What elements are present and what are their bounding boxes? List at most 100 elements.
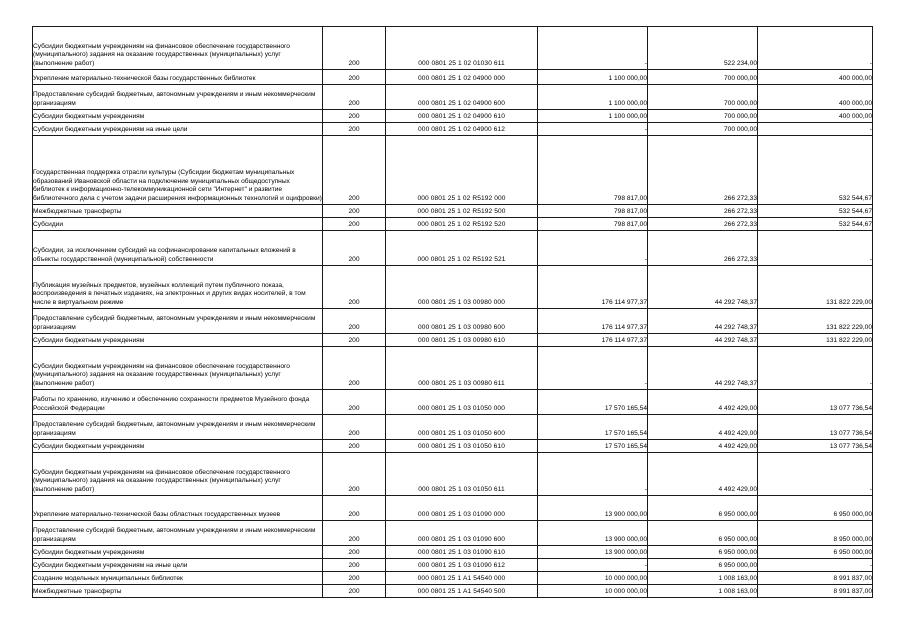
cell-budget-classification-code: 000 0801 25 1 02 R5192 500 (385, 204, 538, 218)
cell-indicator-name: Укрепление материально-технической базы … (32, 69, 323, 85)
cell-row-code: 200 (322, 217, 386, 231)
cell-budget-classification-code: 000 0801 25 1 03 01050 000 (385, 389, 538, 415)
cell-row-code: 200 (322, 545, 386, 559)
table-row: Субсидии бюджетным учреждениям на иные ц… (32, 558, 873, 572)
cell-executed-amount: 266 272,33 (647, 217, 758, 231)
cell-unexecuted-appropriations: 6 950 000,00 (757, 495, 873, 521)
cell-unexecuted-appropriations: - (757, 452, 873, 496)
cell-approved-appropriations: 10 000 000,00 (537, 584, 648, 598)
cell-executed-amount: 44 292 748,37 (647, 346, 758, 390)
cell-approved-appropriations: 13 900 000,00 (537, 495, 648, 521)
table-row: Субсидии 200 000 0801 25 1 02 R5192 520 798… (32, 217, 873, 231)
cell-budget-classification-code: 000 0801 25 1 02 04900 600 (385, 84, 538, 110)
cell-unexecuted-appropriations: 532 544,67 (757, 135, 873, 205)
cell-unexecuted-appropriations: - (757, 558, 873, 572)
table-row: Укрепление материально-технической базы … (32, 495, 873, 521)
cell-indicator-name: Укрепление материально-технической базы … (32, 495, 323, 521)
cell-budget-classification-code: 000 0801 25 1 А1 54540 500 (385, 584, 538, 598)
cell-row-code: 200 (322, 520, 386, 546)
cell-indicator-name: Субсидии бюджетным учреждениям (32, 439, 323, 453)
cell-approved-appropriations: - (537, 346, 648, 390)
cell-executed-amount: 6 950 000,00 (647, 545, 758, 559)
cell-budget-classification-code: 000 0801 25 1 02 R5192 000 (385, 135, 538, 205)
cell-row-code: 200 (322, 230, 386, 266)
cell-indicator-name: Создание модельных муниципальных библиот… (32, 571, 323, 585)
cell-row-code: 200 (322, 69, 386, 85)
cell-approved-appropriations: 176 114 977,37 (537, 333, 648, 347)
cell-executed-amount: 700 000,00 (647, 109, 758, 123)
cell-indicator-name: Межбюджетные трансферты (32, 584, 323, 598)
cell-unexecuted-appropriations: - (757, 346, 873, 390)
table-row: Субсидии бюджетным учреждениям на финанс… (32, 346, 873, 390)
cell-unexecuted-appropriations: 8 991 837,00 (757, 571, 873, 585)
cell-approved-appropriations: 1 100 000,00 (537, 109, 648, 123)
cell-row-code: 200 (322, 414, 386, 440)
cell-indicator-name: Субсидии бюджетным учреждениям (32, 545, 323, 559)
cell-executed-amount: 4 492 429,00 (647, 439, 758, 453)
cell-executed-amount: 6 950 000,00 (647, 558, 758, 572)
cell-executed-amount: 4 492 429,00 (647, 414, 758, 440)
cell-unexecuted-appropriations: - (757, 122, 873, 136)
cell-approved-appropriations: 1 100 000,00 (537, 69, 648, 85)
budget-table: Субсидии бюджетным учреждениям на финанс… (32, 26, 873, 598)
cell-budget-classification-code: 000 0801 25 1 03 00980 610 (385, 333, 538, 347)
cell-approved-appropriations: 176 114 977,37 (537, 308, 648, 334)
cell-approved-appropriations: - (537, 558, 648, 572)
cell-executed-amount: 4 492 429,00 (647, 389, 758, 415)
cell-row-code: 200 (322, 558, 386, 572)
cell-unexecuted-appropriations: 13 077 736,54 (757, 389, 873, 415)
cell-executed-amount: 266 272,33 (647, 135, 758, 205)
cell-unexecuted-appropriations: 13 077 736,54 (757, 414, 873, 440)
cell-budget-classification-code: 000 0801 25 1 03 00980 000 (385, 265, 538, 309)
cell-indicator-name: Субсидии бюджетным учреждениям на финанс… (32, 452, 323, 496)
cell-budget-classification-code: 000 0801 25 1 02 R5192 520 (385, 217, 538, 231)
cell-unexecuted-appropriations: 13 077 736,54 (757, 439, 873, 453)
cell-budget-classification-code: 000 0801 25 1 03 01090 612 (385, 558, 538, 572)
cell-unexecuted-appropriations: 532 544,67 (757, 204, 873, 218)
cell-approved-appropriations: 17 570 165,54 (537, 414, 648, 440)
cell-budget-classification-code: 000 0801 25 1 А1 54540 000 (385, 571, 538, 585)
table-row: Создание модельных муниципальных библиот… (32, 571, 873, 585)
cell-row-code: 200 (322, 389, 386, 415)
cell-budget-classification-code: 000 0801 25 1 02 01030 611 (385, 26, 538, 70)
cell-row-code: 200 (322, 109, 386, 123)
cell-approved-appropriations: 17 570 165,54 (537, 389, 648, 415)
cell-row-code: 200 (322, 495, 386, 521)
cell-row-code: 200 (322, 26, 386, 70)
cell-approved-appropriations: - (537, 26, 648, 70)
cell-approved-appropriations: 1 100 000,00 (537, 84, 648, 110)
cell-budget-classification-code: 000 0801 25 1 03 01050 610 (385, 439, 538, 453)
cell-row-code: 200 (322, 584, 386, 598)
cell-indicator-name: Публикация музейных предметов, музейных … (32, 265, 323, 309)
cell-unexecuted-appropriations: 131 822 229,00 (757, 265, 873, 309)
cell-unexecuted-appropriations: 8 991 837,00 (757, 584, 873, 598)
cell-indicator-name: Субсидии бюджетным учреждениям на иные ц… (32, 558, 323, 572)
cell-row-code: 200 (322, 308, 386, 334)
cell-approved-appropriations: 798 817,00 (537, 135, 648, 205)
cell-indicator-name: Предоставление субсидий бюджетным, автон… (32, 308, 323, 334)
cell-executed-amount: 44 292 748,37 (647, 308, 758, 334)
table-row: Субсидии бюджетным учреждениям на иные ц… (32, 122, 873, 136)
cell-indicator-name: Работы по хранению, изучению и обеспечен… (32, 389, 323, 415)
cell-indicator-name: Субсидии бюджетным учреждениям (32, 333, 323, 347)
cell-unexecuted-appropriations: - (757, 26, 873, 70)
cell-budget-classification-code: 000 0801 25 1 02 R5192 521 (385, 230, 538, 266)
table-row: Субсидии бюджетным учреждениям 200 000 080… (32, 333, 873, 347)
cell-row-code: 200 (322, 333, 386, 347)
cell-approved-appropriations: - (537, 122, 648, 136)
cell-indicator-name: Субсидии (32, 217, 323, 231)
cell-unexecuted-appropriations: 400 000,00 (757, 69, 873, 85)
cell-executed-amount: 44 292 748,37 (647, 333, 758, 347)
cell-row-code: 200 (322, 346, 386, 390)
cell-row-code: 200 (322, 571, 386, 585)
cell-indicator-name: Субсидии, за исключением субсидий на соф… (32, 230, 323, 266)
cell-budget-classification-code: 000 0801 25 1 03 00980 611 (385, 346, 538, 390)
cell-unexecuted-appropriations: 8 950 000,00 (757, 520, 873, 546)
cell-budget-classification-code: 000 0801 25 1 03 01090 000 (385, 495, 538, 521)
cell-approved-appropriations: 176 114 977,37 (537, 265, 648, 309)
cell-unexecuted-appropriations: 400 000,00 (757, 109, 873, 123)
cell-executed-amount: 1 008 163,00 (647, 571, 758, 585)
cell-approved-appropriations: 10 000 000,00 (537, 571, 648, 585)
cell-budget-classification-code: 000 0801 25 1 03 01050 611 (385, 452, 538, 496)
cell-executed-amount: 522 234,00 (647, 26, 758, 70)
